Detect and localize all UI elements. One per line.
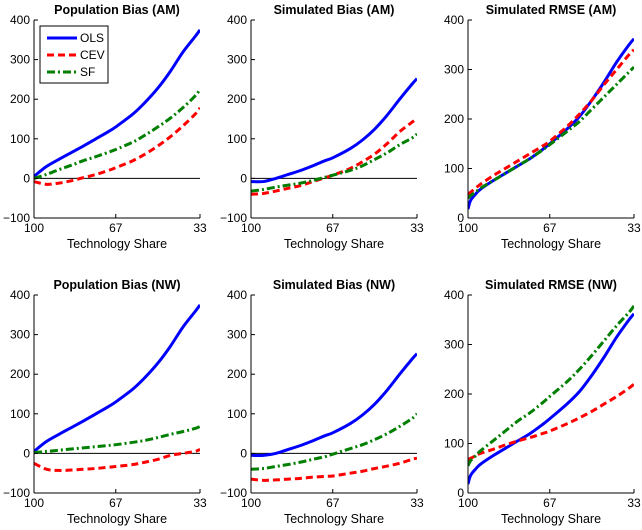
series-ols-line bbox=[251, 77, 417, 184]
y-tick-label: 300 bbox=[227, 328, 247, 342]
y-tick-label: 100 bbox=[444, 437, 464, 451]
series-sf-line bbox=[251, 412, 417, 471]
y-tick-label: 400 bbox=[10, 288, 30, 302]
panel-2: −100 0 100 200 300 400 100 67 33 Technology Share… bbox=[220, 3, 424, 251]
x-axis-label: Technology Share bbox=[501, 512, 601, 526]
y-tick-label: −100 bbox=[3, 486, 30, 500]
y-tick-label: 300 bbox=[10, 328, 30, 342]
x-tick-label: 100 bbox=[241, 496, 261, 510]
y-tick-label: 200 bbox=[10, 92, 30, 106]
panel-5: −100 0 100 200 300 400 100 67 33 Technology Share… bbox=[220, 278, 424, 526]
panel-title: Simulated Bias (AM) bbox=[274, 3, 395, 17]
x-axis-label: Technology Share bbox=[284, 237, 384, 251]
x-tick-label: 33 bbox=[627, 221, 641, 235]
x-tick-label: 67 bbox=[109, 496, 123, 510]
series-ols-line bbox=[251, 352, 417, 458]
series-sf-line bbox=[34, 88, 200, 180]
series-cev-line bbox=[251, 117, 417, 196]
y-tick-label: 0 bbox=[240, 446, 247, 460]
y-tick-label: 200 bbox=[227, 367, 247, 381]
panel-1: −100 0 100 200 300 400 100 67 33 Technology Share… bbox=[3, 3, 207, 251]
y-tick-label: 100 bbox=[10, 407, 30, 421]
x-tick-label: 33 bbox=[410, 496, 424, 510]
series-cev-line bbox=[34, 106, 200, 186]
y-tick-label: −100 bbox=[3, 211, 30, 225]
x-tick-label: 67 bbox=[326, 496, 340, 510]
y-tick-label: 400 bbox=[444, 13, 464, 27]
x-axis-label: Technology Share bbox=[501, 237, 601, 251]
y-tick-label: 200 bbox=[444, 387, 464, 401]
x-tick-label: 100 bbox=[24, 496, 44, 510]
y-tick-label: 0 bbox=[457, 486, 464, 500]
x-tick-label: 67 bbox=[543, 221, 557, 235]
x-tick-label: 100 bbox=[458, 496, 478, 510]
y-tick-label: 400 bbox=[10, 13, 30, 27]
y-tick-label: 100 bbox=[227, 132, 247, 146]
y-tick-label: 200 bbox=[227, 92, 247, 106]
x-tick-label: 67 bbox=[543, 496, 557, 510]
y-tick-label: 200 bbox=[444, 112, 464, 126]
y-tick-label: 400 bbox=[227, 288, 247, 302]
x-tick-label: 100 bbox=[24, 221, 44, 235]
x-tick-label: 33 bbox=[410, 221, 424, 235]
y-tick-label: 400 bbox=[444, 288, 464, 302]
series-sf-line bbox=[468, 304, 634, 467]
series-sf-line bbox=[251, 132, 417, 193]
series-ols-line bbox=[34, 29, 200, 178]
series-cev-line bbox=[468, 48, 634, 196]
y-tick-label: 300 bbox=[444, 63, 464, 77]
y-tick-label: 300 bbox=[444, 338, 464, 352]
series-cev-line bbox=[468, 382, 634, 461]
x-tick-label: 100 bbox=[241, 221, 261, 235]
series-cev-line bbox=[34, 448, 200, 472]
legend-label-cev: CEV bbox=[80, 48, 105, 62]
y-tick-label: 100 bbox=[444, 162, 464, 176]
series-sf-line bbox=[468, 65, 634, 200]
series-ols-line bbox=[34, 304, 200, 453]
y-tick-label: 0 bbox=[457, 211, 464, 225]
x-tick-label: 67 bbox=[109, 221, 123, 235]
x-tick-label: 33 bbox=[627, 496, 641, 510]
legend-label-ols: OLS bbox=[80, 31, 104, 45]
panel-title: Simulated RMSE (NW) bbox=[485, 278, 617, 292]
legend: OLS CEV SF bbox=[39, 25, 109, 84]
y-tick-label: 0 bbox=[23, 446, 30, 460]
x-tick-label: 33 bbox=[193, 221, 207, 235]
y-tick-label: −100 bbox=[220, 486, 247, 500]
legend-label-sf: SF bbox=[80, 65, 95, 79]
y-tick-label: 0 bbox=[240, 171, 247, 185]
series-sf-line bbox=[34, 425, 200, 455]
series-cev-line bbox=[251, 456, 417, 482]
panel-title: Population Bias (AM) bbox=[54, 3, 180, 17]
panel-title: Population Bias (NW) bbox=[53, 278, 180, 292]
y-tick-label: 300 bbox=[227, 53, 247, 67]
x-axis-label: Technology Share bbox=[284, 512, 384, 526]
x-axis-label: Technology Share bbox=[67, 512, 167, 526]
y-tick-label: −100 bbox=[220, 211, 247, 225]
y-tick-label: 400 bbox=[227, 13, 247, 27]
panel-title: Simulated RMSE (AM) bbox=[486, 3, 617, 17]
series-ols-line bbox=[468, 37, 634, 210]
x-tick-label: 67 bbox=[326, 221, 340, 235]
x-axis-label: Technology Share bbox=[67, 237, 167, 251]
x-tick-label: 100 bbox=[458, 221, 478, 235]
y-tick-label: 100 bbox=[10, 132, 30, 146]
y-tick-label: 300 bbox=[10, 53, 30, 67]
y-tick-label: 200 bbox=[10, 367, 30, 381]
panel-title: Simulated Bias (NW) bbox=[273, 278, 395, 292]
x-tick-label: 33 bbox=[193, 496, 207, 510]
y-tick-label: 0 bbox=[23, 171, 30, 185]
panel-4: −100 0 100 200 300 400 100 67 33 Technology Share… bbox=[3, 278, 207, 526]
y-tick-label: 100 bbox=[227, 407, 247, 421]
series-ols-line bbox=[468, 312, 634, 485]
